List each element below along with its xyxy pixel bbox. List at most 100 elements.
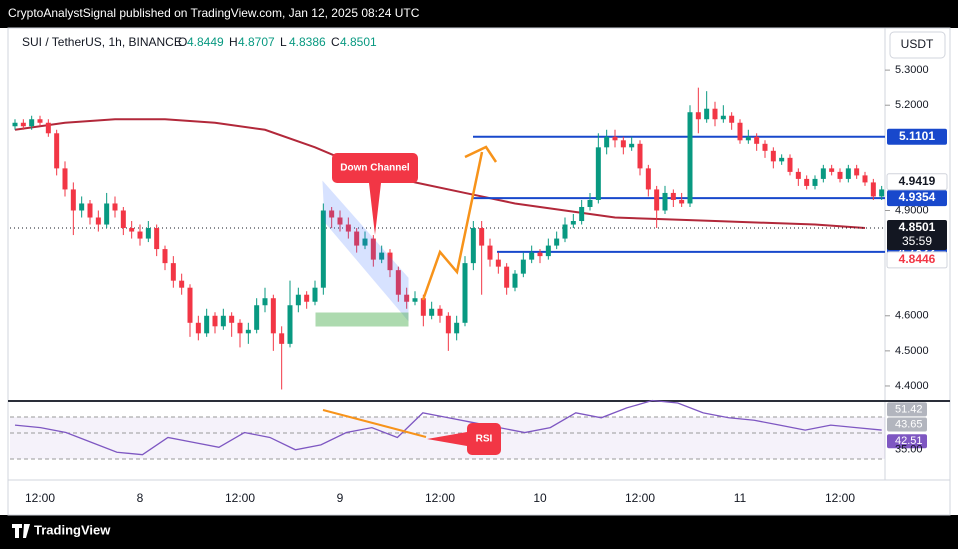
candle-body <box>645 168 651 190</box>
candle-body <box>295 294 301 306</box>
y-tick-label: 4.5000 <box>895 345 929 357</box>
candle-body <box>670 192 676 200</box>
candle-body <box>787 157 793 172</box>
ohlc-key: O <box>178 35 187 49</box>
candle-body <box>145 228 151 239</box>
candle-body <box>270 298 276 334</box>
rsi-line <box>14 399 882 456</box>
candle-body <box>54 133 60 169</box>
ohlc-value: 4.8707 <box>238 35 275 49</box>
arrow-head <box>464 145 498 163</box>
x-tick-label: 12:00 <box>825 491 855 505</box>
candle-body <box>320 210 326 288</box>
candle-body <box>795 171 801 179</box>
candle-body <box>29 119 35 127</box>
candle-body <box>154 228 160 250</box>
price-tag <box>887 128 947 145</box>
price-tag-label: 4.9419 <box>899 174 936 188</box>
candle-body <box>662 192 668 211</box>
candle-body <box>545 245 551 257</box>
candle-body <box>870 182 876 197</box>
y-tick-label: 4.4000 <box>895 380 929 392</box>
price-tag <box>886 173 948 191</box>
candle-body <box>429 308 435 316</box>
candle-body <box>879 189 885 197</box>
y-tick-label: 4.9000 <box>895 204 929 216</box>
candle-body <box>420 298 426 316</box>
ohlc-value: 4.8449 <box>187 35 224 49</box>
candle-body <box>579 206 585 222</box>
candle-body <box>762 143 768 151</box>
candle-body <box>462 263 468 323</box>
candle-body <box>437 308 443 316</box>
candle-body <box>195 322 201 334</box>
candle-body <box>112 203 118 211</box>
header-text: CryptoAnalystSignal published on Trading… <box>8 6 420 20</box>
rsi-tag-label: 43.65 <box>895 418 923 430</box>
candle-body <box>620 140 626 148</box>
candle-body <box>854 168 860 176</box>
rsi-tag-label: 51.42 <box>895 403 923 415</box>
candle-body <box>479 228 485 246</box>
candle-body <box>329 210 335 218</box>
currency-button[interactable] <box>889 31 946 59</box>
symbol: SUI / TetherUS, 1h, BINANCE <box>22 35 182 49</box>
price-tag-label: 4.8501 <box>899 220 936 234</box>
candle-body <box>304 294 310 302</box>
candle-body <box>737 122 743 141</box>
candle-body <box>212 315 218 327</box>
candle-body <box>129 228 135 232</box>
candle-body <box>287 305 293 344</box>
rsi-tag <box>887 402 927 417</box>
candle-body <box>262 298 268 306</box>
candle-body <box>237 322 243 334</box>
candle-body <box>729 115 735 123</box>
candle-body <box>587 199 593 207</box>
down-channel <box>322 180 409 322</box>
candle-body <box>495 259 501 267</box>
rsi-tag <box>887 417 927 432</box>
candle-body <box>362 238 368 246</box>
candle-body <box>454 322 460 334</box>
candle-body <box>204 315 210 334</box>
candle-body <box>370 238 376 260</box>
logo <box>12 524 30 538</box>
rsi-tag <box>887 434 927 449</box>
x-tick-label: 12:00 <box>25 491 55 505</box>
candle-body <box>679 199 685 204</box>
price-tag-label: 5.1101 <box>899 129 935 143</box>
header-bar <box>0 0 958 28</box>
candle-body <box>229 315 235 323</box>
candle-body <box>354 231 360 246</box>
callout <box>332 153 418 235</box>
candle-body <box>779 157 785 162</box>
candle-body <box>704 108 710 120</box>
x-tick-label: 9 <box>337 491 344 505</box>
candle-body <box>512 273 518 288</box>
price-tag-label: 4.8446 <box>899 252 936 266</box>
candle-body <box>487 245 493 260</box>
candle-body <box>504 266 510 288</box>
candle-body <box>862 175 868 183</box>
callout <box>427 423 501 455</box>
candle-body <box>387 252 393 271</box>
candle-body <box>537 252 543 257</box>
candle-body <box>220 315 226 327</box>
price-tag <box>887 190 947 207</box>
price-tag-label: 4.9354 <box>899 190 936 204</box>
price-tag <box>886 251 948 269</box>
candle-body <box>37 119 43 123</box>
countdown: 35:59 <box>902 234 932 248</box>
x-tick-label: 11 <box>734 491 747 505</box>
candle-body <box>179 280 185 288</box>
candle-body <box>595 147 601 200</box>
candle-body <box>712 108 718 120</box>
candle-body <box>570 221 576 225</box>
x-tick-label: 10 <box>533 491 547 505</box>
currency[interactable]: USDT <box>901 37 934 51</box>
candle-body <box>62 168 68 190</box>
x-tick-label: 12:00 <box>625 491 655 505</box>
ohlc-value: 4.8501 <box>340 35 377 49</box>
candle-body <box>612 136 618 141</box>
